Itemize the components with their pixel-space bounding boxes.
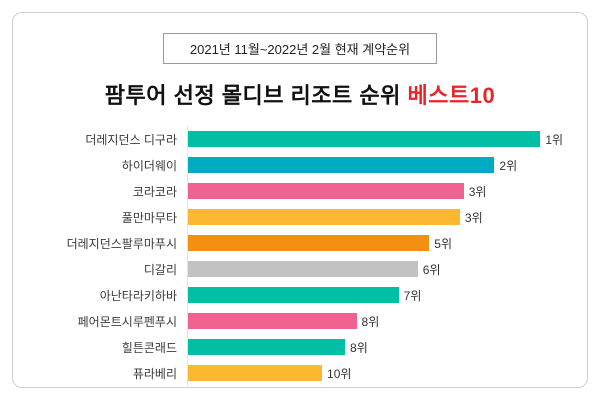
chart-row: 페어몬트시루펜푸시 8위 xyxy=(29,308,571,334)
bar-track: 10위 xyxy=(187,360,571,386)
category-label: 코라코라 xyxy=(132,184,177,199)
category-label: 하이더웨이 xyxy=(121,158,177,173)
chart-card: 2021년 11월~2022년 2월 현재 계약순위 팜투어 선정 몰디브 리조… xyxy=(12,12,588,388)
chart-title: 팜투어 선정 몰디브 리조트 순위 베스트10 xyxy=(29,78,571,110)
rank-label: 5위 xyxy=(434,236,452,251)
category-label: 디갈리 xyxy=(143,262,177,277)
bar-track: 3위 xyxy=(187,204,571,230)
subtitle-text: 2021년 11월~2022년 2월 현재 계약순위 xyxy=(189,42,411,57)
chart-row: 디갈리 6위 xyxy=(29,256,571,282)
bar-track: 3위 xyxy=(187,178,571,204)
chart-row: 더레지던스 디구라 1위 xyxy=(29,126,571,152)
rank-label: 6위 xyxy=(422,262,441,277)
bar xyxy=(188,131,541,147)
rank-label: 2위 xyxy=(499,158,518,173)
bar-track: 8위 xyxy=(187,334,571,360)
chart-row: 하이더웨이 2위 xyxy=(29,152,571,178)
bar xyxy=(188,261,418,277)
bar xyxy=(188,365,323,381)
category-label: 더레지던스팔루마푸시 xyxy=(66,236,177,251)
bar xyxy=(188,287,399,303)
category-label: 더레지던스 디구라 xyxy=(85,132,177,147)
chart-row: 퓨라베리 10위 xyxy=(29,360,571,386)
bar xyxy=(188,339,346,355)
rank-label: 7위 xyxy=(403,288,422,303)
title-main: 팜투어 선정 몰디브 리조트 순위 xyxy=(104,83,408,108)
chart-row: 아난타라키하바 7위 xyxy=(29,282,571,308)
category-label: 퓨라베리 xyxy=(132,366,177,381)
bar-track: 8위 xyxy=(187,308,571,334)
bar-track: 7위 xyxy=(187,282,571,308)
rank-label: 8위 xyxy=(350,340,368,355)
rank-label: 1위 xyxy=(545,132,564,147)
chart-row: 코라코라 3위 xyxy=(29,178,571,204)
bar xyxy=(188,183,464,199)
rank-label: 10위 xyxy=(327,366,352,381)
bar-track: 6위 xyxy=(187,256,571,282)
category-label: 페어몬트시루펜푸시 xyxy=(77,314,177,329)
bar-track: 5위 xyxy=(187,230,571,256)
subtitle-box: 2021년 11월~2022년 2월 현재 계약순위 xyxy=(162,33,438,64)
bar xyxy=(188,313,357,329)
chart-row: 풀만마무타 3위 xyxy=(29,204,571,230)
bar-chart: 더레지던스 디구라 1위 하이더웨이 2위 코라코라 3위 풀만마무타 3위 더레지던스팔루마푸… xyxy=(29,126,571,386)
category-label: 아난타라키하바 xyxy=(99,288,177,303)
category-label: 힐튼콘래드 xyxy=(121,340,177,355)
title-highlight: 베스트10 xyxy=(407,83,496,108)
category-label: 풀만마무타 xyxy=(121,210,177,225)
chart-row: 더레지던스팔루마푸시 5위 xyxy=(29,230,571,256)
bar xyxy=(188,235,430,251)
bar-track: 2위 xyxy=(187,152,571,178)
bar xyxy=(188,209,460,225)
rank-label: 3위 xyxy=(468,184,487,199)
bar-track: 1위 xyxy=(187,126,571,152)
chart-row: 힐튼콘래드 8위 xyxy=(29,334,571,360)
rank-label: 8위 xyxy=(361,314,380,329)
rank-label: 3위 xyxy=(464,210,483,225)
bar xyxy=(188,157,495,173)
